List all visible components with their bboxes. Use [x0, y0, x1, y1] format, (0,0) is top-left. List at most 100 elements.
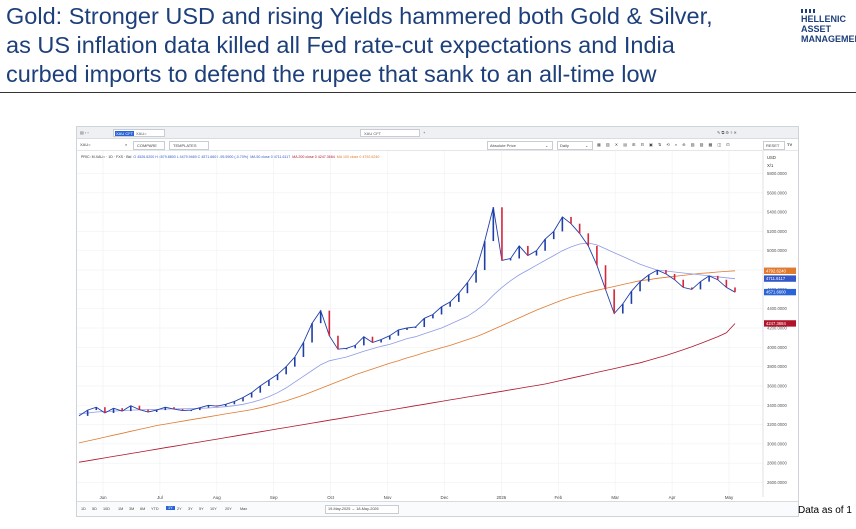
y-tick-label: 2800.0000: [767, 461, 787, 466]
currency-label: USD: [767, 155, 776, 160]
range-button-1m[interactable]: 1M: [118, 507, 124, 511]
candle: [578, 223, 581, 234]
add-tab-icon[interactable]: +: [423, 130, 426, 135]
candle: [673, 273, 676, 280]
legend-ma50: MA 50 close 0 4711.6117: [250, 155, 291, 159]
candle: [544, 239, 546, 251]
x-tick-label: 2026: [496, 495, 506, 500]
price-badge-label: 4711.6117: [766, 276, 786, 281]
range-button-3y[interactable]: 3Y: [188, 507, 193, 511]
reset-button[interactable]: RESET: [763, 141, 785, 150]
interval-select[interactable]: Daily ⌄: [557, 141, 593, 150]
candle: [457, 293, 460, 302]
candle: [492, 207, 495, 242]
candle: [691, 287, 693, 290]
chart-grid: [77, 151, 764, 497]
range-button-6m[interactable]: 6M: [140, 507, 146, 511]
candle: [268, 380, 270, 386]
x-tick-label: Jun: [99, 495, 107, 500]
range-button-1y[interactable]: 1Y: [166, 506, 175, 510]
compare-button[interactable]: COMPARE: [133, 141, 165, 150]
chart-topbar: ▤ ‹ › XAU CFT XAU= XAU CFT + ✎ ⧉ ⚙ ? ✕: [77, 127, 798, 139]
candle: [328, 310, 331, 336]
candle: [250, 392, 253, 398]
price-chart[interactable]: 2600.0000 2800.0000 3000.0000 3200.0000 3400…: [77, 151, 798, 501]
drawing-tools-icons[interactable]: ▦ ▥ ✕ ▤ ⊞ ⊟ ▣ ⇅ ⟲ ⌕ ⊕ ▧ ▨ ▩ ◫ ⊡: [597, 142, 732, 147]
search-icon[interactable]: ⌕: [125, 142, 128, 147]
chevron-down-icon: ⌄: [545, 143, 549, 148]
y-tick-label: 5800.0000: [767, 171, 787, 176]
range-button-ytd[interactable]: YTD: [151, 507, 159, 511]
candle: [501, 207, 503, 261]
candle: [199, 407, 201, 411]
chart-toolbar: XAU= ⌕ COMPARE TEMPLATES Absolute Price …: [77, 139, 798, 151]
logo-mark-icon: [801, 9, 815, 13]
candle: [190, 410, 193, 412]
candle: [181, 409, 184, 411]
candle: [164, 407, 167, 411]
symbol-tab-chip: XAU CFT: [115, 131, 135, 136]
y-tick-label: 3400.0000: [767, 403, 787, 408]
y-axis-labels: 2600.0000 2800.0000 3000.0000 3200.0000 3400…: [767, 171, 787, 485]
range-button-10d[interactable]: 10D: [103, 507, 110, 511]
candle: [552, 231, 555, 240]
range-button-max[interactable]: Max: [240, 507, 248, 511]
candle: [216, 405, 218, 407]
range-button-20y[interactable]: 20Y: [225, 507, 232, 511]
templates-button[interactable]: TEMPLATES: [169, 141, 209, 150]
window-controls-icon[interactable]: ✎ ⧉ ⚙ ? ✕: [717, 130, 737, 135]
candle: [596, 245, 598, 266]
legend-symbol: PRIC: M.XAU= · 1D · FXS · Bid: [81, 155, 132, 159]
logo-line-2: ASSET: [801, 24, 832, 34]
range-button-5y[interactable]: 5Y: [199, 507, 204, 511]
chart-legend: PRIC: M.XAU= · 1D · FXS · Bid O 4526.620…: [81, 155, 379, 159]
candle: [104, 407, 106, 413]
x-tick-label: Aug: [213, 495, 221, 500]
x-axis-labels: Jun Jul Aug Sep Oct Nov Dec 2026 Feb Mar Apr May: [99, 495, 733, 500]
x-tick-label: Feb: [554, 495, 562, 500]
y-tick-label: 5600.0000: [767, 190, 787, 195]
company-logo: HELLENIC ASSET MANAGEMENT: [799, 8, 856, 48]
candle: [613, 289, 615, 314]
y-tick-label: 4200.0000: [767, 326, 787, 331]
header-divider: [0, 92, 856, 93]
range-button-1d[interactable]: 1D: [81, 507, 86, 511]
candle: [276, 374, 279, 381]
candle: [423, 318, 426, 328]
series-line-ma-50: [78, 242, 736, 415]
candle: [207, 405, 210, 408]
scale-label: X/1: [767, 163, 774, 168]
symbol-search-box[interactable]: XAU CFT XAU=: [113, 129, 165, 137]
chart-tab[interactable]: XAU CFT: [360, 129, 420, 137]
price-badge-label: 4247.3684: [766, 321, 786, 326]
logo-line-3: MANAGEMENT: [801, 34, 856, 44]
series-line-xau-: [78, 207, 736, 417]
price-badge: [764, 288, 796, 296]
price-badge: [764, 267, 796, 274]
range-button-2y[interactable]: 2Y: [177, 507, 182, 511]
candle: [466, 282, 469, 294]
candle: [337, 335, 339, 350]
reset-label: RESET: [766, 143, 780, 148]
price-mode-select[interactable]: Absolute Price ⌄: [487, 141, 553, 150]
x-tick-label: Mar: [611, 495, 619, 500]
y-tick-label: 5200.0000: [767, 229, 787, 234]
symbol-input-value[interactable]: XAU=: [80, 142, 91, 147]
range-button-5d[interactable]: 5D: [92, 507, 97, 511]
candle: [570, 216, 572, 224]
candle: [561, 216, 564, 232]
date-range-field[interactable]: 19-May-2025 → 18-May-2026: [325, 505, 399, 514]
series-lines: [78, 207, 736, 463]
x-tick-label: Jul: [157, 495, 163, 500]
legend-ma100: MA 100 close 0 4792.6240: [336, 155, 380, 159]
headline-line-2: as US inflation data killed all Fed rate…: [6, 32, 675, 58]
candle: [354, 345, 357, 349]
app-icon: ▤ ‹ ›: [80, 130, 89, 135]
candle: [233, 401, 236, 405]
y-tick-label: 5400.0000: [767, 210, 787, 215]
y-tick-label: 3000.0000: [767, 441, 787, 446]
price-mode-value: Absolute Price: [490, 143, 516, 148]
date-range-value: 19-May-2025 → 18-May-2026: [328, 507, 379, 511]
range-button-10y[interactable]: 10Y: [210, 507, 217, 511]
range-button-3m[interactable]: 3M: [129, 507, 135, 511]
